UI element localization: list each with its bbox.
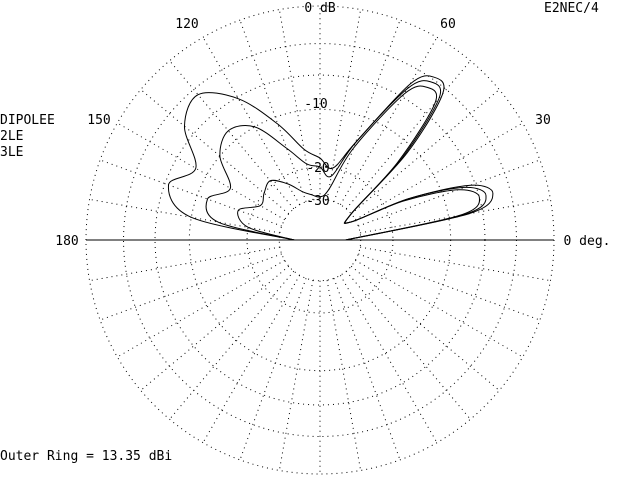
pattern-trace-dipolee (167, 75, 494, 241)
angle-label-180: 180 (55, 234, 78, 249)
grid-spoke (169, 60, 295, 210)
grid-spoke (278, 280, 314, 471)
grid-spoke (239, 278, 307, 461)
angle-label-60: 60 (440, 17, 456, 32)
grid-spoke (99, 159, 282, 227)
angle-label-0: 0 deg. (564, 234, 611, 249)
grid-spoke (339, 37, 438, 205)
grid-spoke (202, 275, 301, 443)
grid-spoke (358, 159, 541, 227)
outer-ring-label: Outer Ring = 13.35 dBi (0, 449, 172, 464)
grid-spoke (360, 246, 551, 282)
grid-spoke (326, 9, 362, 200)
grid-spoke (350, 265, 500, 391)
angle-label-90-db: 0 dB (304, 1, 335, 16)
grid-spoke (202, 37, 301, 205)
legend-2le: 2LE (0, 129, 23, 144)
program-name: E2NEC/4 (544, 1, 599, 16)
grid-spoke (117, 122, 285, 221)
grid-spoke (89, 198, 280, 234)
grid-spoke (140, 265, 290, 391)
grid-spoke (358, 253, 541, 321)
grid-spoke (89, 246, 280, 282)
legend-dipole: DIPOLEE (0, 113, 55, 128)
angle-label-30: 30 (535, 113, 551, 128)
pattern-trace-2le (205, 80, 487, 241)
grid-spoke (345, 270, 471, 420)
legend-3le: 3LE (0, 145, 23, 160)
ring-label-minus-30: -30 (306, 194, 329, 209)
grid-spoke (99, 253, 282, 321)
grid-spoke (333, 278, 401, 461)
ring-label-minus-20: -20 (306, 161, 329, 176)
ring-label-minus-10: -10 (304, 97, 327, 112)
angle-label-150: 150 (87, 113, 110, 128)
grid-spoke (355, 122, 523, 221)
grid-spoke (117, 259, 285, 358)
grid-spoke (333, 19, 401, 202)
angle-label-120: 120 (175, 17, 198, 32)
grid-spoke (239, 19, 307, 202)
pattern-trace-3le (237, 85, 481, 241)
grid-spoke (339, 275, 438, 443)
grid-spoke (355, 259, 523, 358)
pattern-traces (167, 75, 494, 241)
grid-spoke (169, 270, 295, 420)
